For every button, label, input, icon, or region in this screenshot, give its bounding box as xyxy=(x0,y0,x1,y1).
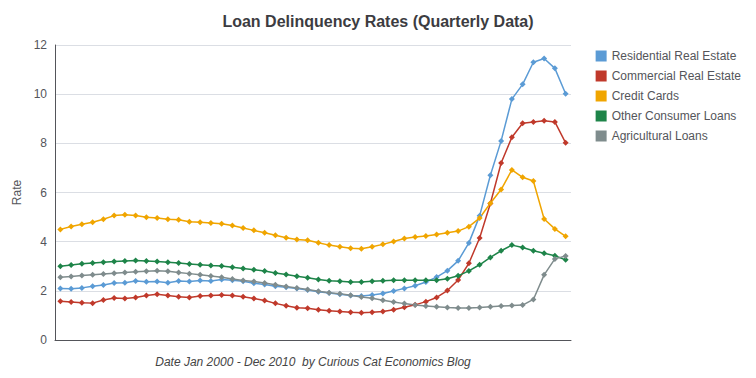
svg-text:Loan Delinquency Rates (Quarte: Loan Delinquency Rates (Quarterly Data) xyxy=(222,13,533,30)
svg-text:6: 6 xyxy=(40,186,47,200)
svg-text:Residential Real Estate: Residential Real Estate xyxy=(612,49,737,63)
svg-text:12: 12 xyxy=(34,38,48,52)
svg-text:Rate: Rate xyxy=(10,180,24,206)
svg-text:2: 2 xyxy=(40,284,47,298)
svg-text:4: 4 xyxy=(40,235,47,249)
svg-text:8: 8 xyxy=(40,136,47,150)
svg-text:Other Consumer Loans: Other Consumer Loans xyxy=(612,109,737,123)
svg-text:Commercial Real Estate: Commercial Real Estate xyxy=(612,69,742,83)
svg-text:0: 0 xyxy=(40,333,47,347)
svg-text:Agricultural Loans: Agricultural Loans xyxy=(612,129,708,143)
svg-text:Date Jan 2000 - Dec 2010 by C: Date Jan 2000 - Dec 2010 by Curious Cat … xyxy=(155,355,471,369)
svg-text:Credit Cards: Credit Cards xyxy=(612,89,679,103)
svg-text:10: 10 xyxy=(34,87,48,101)
